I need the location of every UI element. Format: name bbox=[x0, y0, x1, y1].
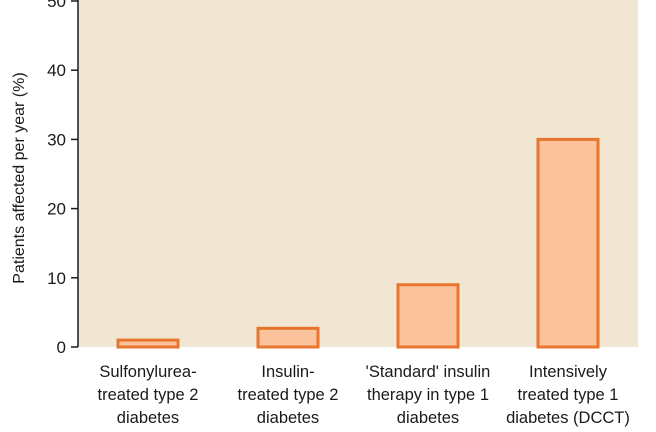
y-tick-label: 40 bbox=[47, 61, 66, 80]
x-category-label: 'Standard' insulin therapy in type 1 diabe… bbox=[366, 363, 491, 427]
x-category-label-line: treated type 2 bbox=[238, 386, 339, 404]
x-category-label-line: diabetes bbox=[117, 409, 179, 427]
x-category-label: Insulin-treated type 2 diabetes bbox=[238, 363, 339, 427]
x-category-label-line: diabetes (DCCT) bbox=[506, 409, 630, 427]
x-category-label-line: 'Standard' insulin bbox=[366, 363, 491, 381]
bar-2 bbox=[256, 326, 320, 349]
x-category-label-line: Intensively bbox=[529, 363, 608, 381]
x-category-label-line: treated type 2 bbox=[98, 386, 199, 404]
x-category-label-line: Sulfonylurea- bbox=[99, 363, 196, 381]
bar-4 bbox=[536, 137, 600, 349]
bars-group bbox=[116, 137, 600, 349]
y-tick-label: 20 bbox=[47, 200, 66, 219]
bar-3 bbox=[396, 283, 460, 349]
x-category-label: Intensively treated type 1 diabetes (DCCT) bbox=[506, 363, 630, 427]
y-tick-label: 50 bbox=[47, 0, 66, 11]
x-category-label-line: therapy in type 1 bbox=[367, 386, 489, 404]
x-category-label-line: diabetes bbox=[397, 409, 459, 427]
y-tick-label: 10 bbox=[47, 269, 66, 288]
x-category-labels: Sulfonylurea-treated type 2 diabetesInsul… bbox=[98, 363, 630, 427]
x-category-label: Sulfonylurea-treated type 2 diabetes bbox=[98, 363, 199, 427]
x-category-label-line: treated type 1 bbox=[518, 386, 619, 404]
bar-1 bbox=[116, 338, 180, 349]
y-axis-title: Patients affected per year (%) bbox=[11, 72, 28, 283]
y-ticks-group: 0 10 20 30 40 50 bbox=[47, 0, 78, 357]
y-tick-label: 30 bbox=[47, 130, 66, 149]
y-tick-label: 0 bbox=[57, 338, 66, 357]
x-category-label-line: Insulin- bbox=[261, 363, 314, 381]
x-category-label-line: diabetes bbox=[257, 409, 319, 427]
